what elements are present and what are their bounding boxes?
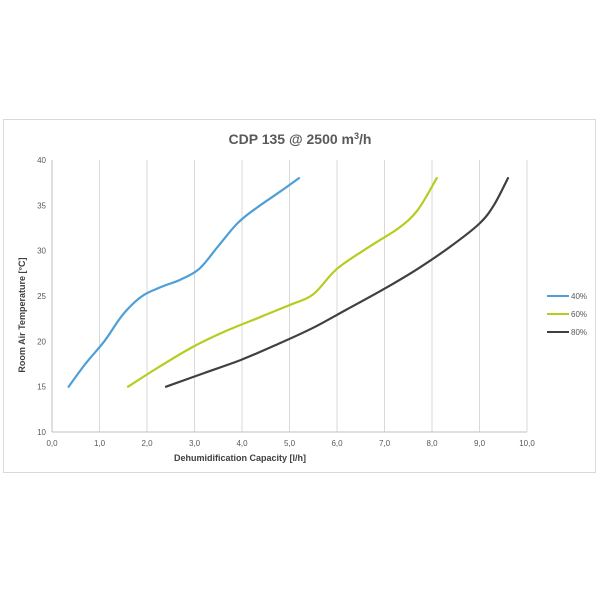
y-tick-label: 15	[37, 383, 46, 392]
x-tick-label: 3,0	[189, 439, 201, 448]
x-axis-title: Dehumidification Capacity [l/h]	[174, 453, 306, 463]
series-line-1	[67, 177, 301, 388]
x-tick-label: 7,0	[379, 439, 391, 448]
y-tick-label: 10	[37, 428, 46, 437]
x-tick-label: 1,0	[94, 439, 106, 448]
legend-label: 40%	[571, 292, 587, 301]
x-tick-label: 9,0	[474, 439, 486, 448]
x-tick-label: 8,0	[426, 439, 438, 448]
y-axis-title: Room Air Temperature [°C]	[17, 257, 27, 372]
chart-area: CDP 135 @ 2500 m3/h 0,0 1,0 2,0 3,0 4,0 5,0 6,…	[3, 119, 596, 473]
legend-label: 60%	[571, 310, 587, 319]
x-tick-label: 2,0	[141, 439, 153, 448]
legend: 40% 60% 80%	[547, 292, 587, 337]
x-tick-labels: 0,0 1,0 2,0 3,0 4,0 5,0 6,0 7,0 8,0 9,0 10,0	[46, 439, 535, 448]
series-line-2	[126, 177, 438, 388]
y-tick-label: 30	[37, 247, 46, 256]
y-tick-label: 35	[37, 201, 46, 210]
axes	[51, 160, 527, 433]
y-tick-labels: 10 15 20 25 30 35 40	[37, 156, 46, 437]
x-tick-label: 4,0	[236, 439, 248, 448]
chart-title: CDP 135 @ 2500 m3/h	[229, 131, 372, 147]
chart-title-sup: 3	[354, 131, 359, 141]
x-tick-label: 5,0	[284, 439, 296, 448]
y-tick-label: 20	[37, 337, 46, 346]
line-chart: CDP 135 @ 2500 m3/h 0,0 1,0 2,0 3,0 4,0 5,0 6,…	[17, 131, 587, 463]
x-tick-label: 10,0	[519, 439, 535, 448]
series-line-3	[164, 177, 510, 388]
series-lines	[67, 177, 510, 388]
x-tick-label: 6,0	[331, 439, 343, 448]
chart-title-suffix: /h	[359, 131, 371, 147]
legend-label: 80%	[571, 328, 587, 337]
y-tick-label: 40	[37, 156, 46, 165]
chart-title-main: CDP 135 @ 2500 m	[229, 131, 354, 147]
gridlines	[99, 160, 528, 432]
x-tick-label: 0,0	[46, 439, 58, 448]
y-tick-label: 25	[37, 292, 46, 301]
